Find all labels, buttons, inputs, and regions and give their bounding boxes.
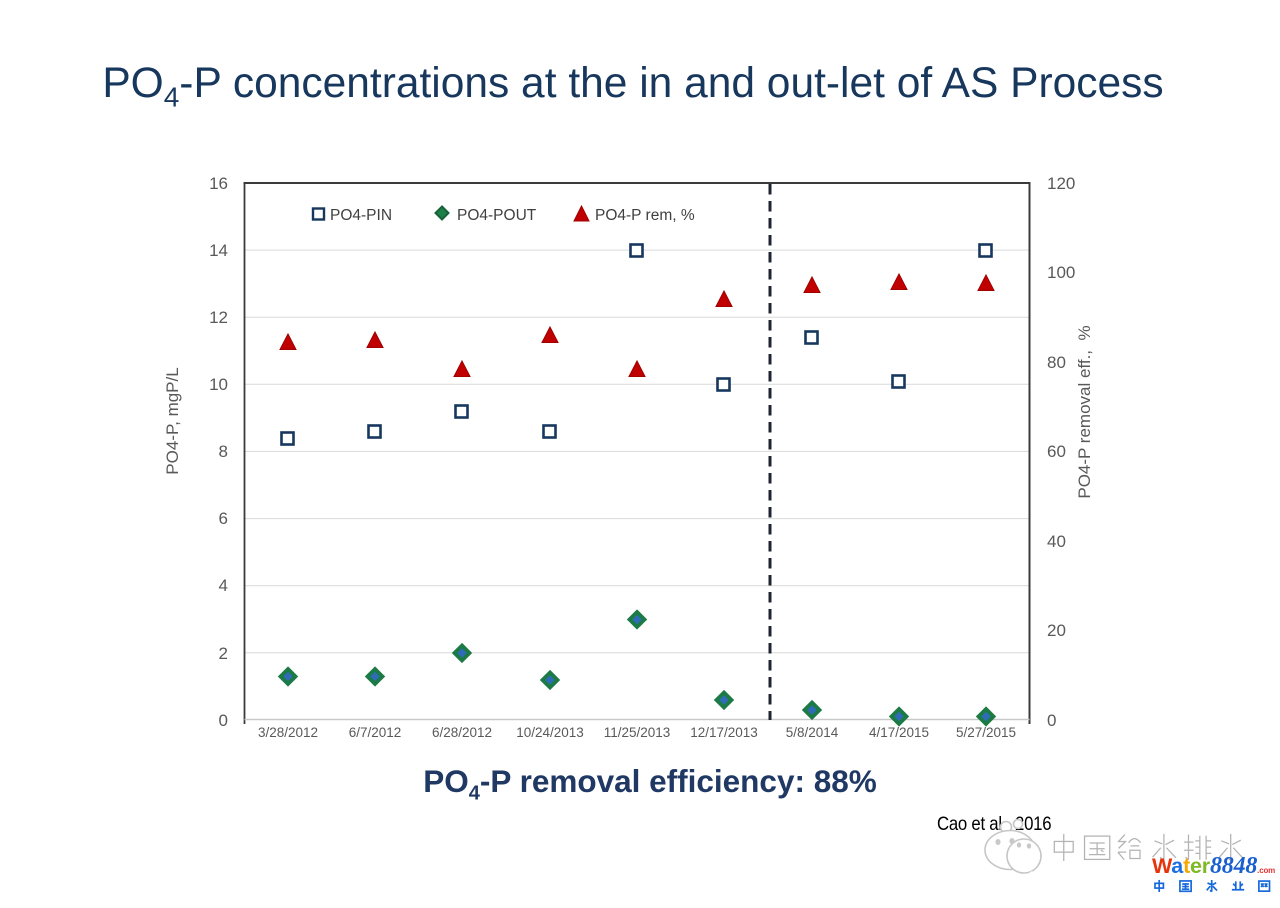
svg-text:10/24/2013: 10/24/2013 bbox=[516, 725, 584, 740]
svg-text:120: 120 bbox=[1047, 174, 1075, 193]
svg-text:10: 10 bbox=[209, 375, 228, 394]
svg-text:5/8/2014: 5/8/2014 bbox=[786, 725, 839, 740]
svg-text:PO4-P removal eff., %: PO4-P removal eff., % bbox=[1075, 325, 1094, 498]
svg-text:3/28/2012: 3/28/2012 bbox=[258, 725, 318, 740]
svg-text:80: 80 bbox=[1047, 353, 1066, 372]
svg-text:8: 8 bbox=[219, 442, 228, 461]
svg-text:0: 0 bbox=[1047, 711, 1056, 730]
svg-text:12: 12 bbox=[209, 308, 228, 327]
svg-text:100: 100 bbox=[1047, 263, 1075, 282]
svg-text:6/7/2012: 6/7/2012 bbox=[349, 725, 402, 740]
svg-text:PO4-PIN: PO4-PIN bbox=[330, 207, 392, 224]
svg-text:PO4-P, mgP/L: PO4-P, mgP/L bbox=[163, 367, 182, 474]
svg-text:14: 14 bbox=[209, 241, 228, 260]
svg-text:12/17/2013: 12/17/2013 bbox=[690, 725, 758, 740]
svg-text:4/17/2015: 4/17/2015 bbox=[869, 725, 929, 740]
svg-text:40: 40 bbox=[1047, 532, 1066, 551]
svg-text:16: 16 bbox=[209, 174, 228, 193]
svg-text:2: 2 bbox=[219, 644, 228, 663]
svg-text:20: 20 bbox=[1047, 621, 1066, 640]
svg-text:11/25/2013: 11/25/2013 bbox=[604, 725, 671, 740]
svg-text:6: 6 bbox=[219, 509, 228, 528]
svg-text:5/27/2015: 5/27/2015 bbox=[956, 725, 1016, 740]
svg-text:60: 60 bbox=[1047, 442, 1066, 461]
svg-text:PO4-POUT: PO4-POUT bbox=[457, 207, 537, 224]
svg-text:6/28/2012: 6/28/2012 bbox=[432, 725, 492, 740]
svg-text:4: 4 bbox=[219, 576, 228, 595]
svg-text:0: 0 bbox=[219, 711, 228, 730]
svg-text:PO4-P rem, %: PO4-P rem, % bbox=[595, 207, 695, 224]
